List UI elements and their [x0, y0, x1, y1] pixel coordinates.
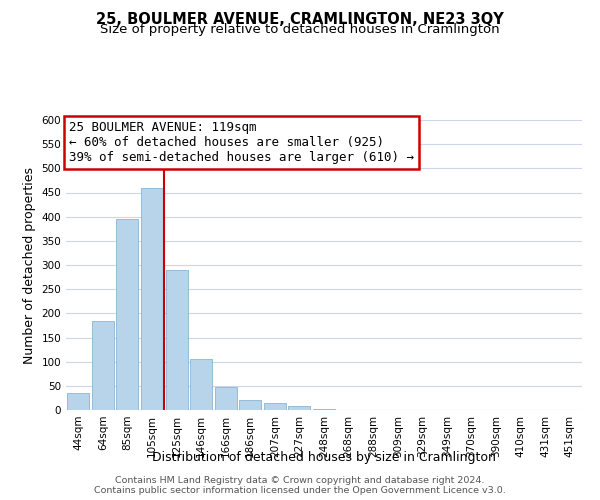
Bar	[92, 320, 114, 410]
Y-axis label: Number of detached properties: Number of detached properties	[23, 166, 36, 364]
Bar	[190, 359, 212, 410]
Bar	[215, 387, 237, 410]
Bar	[141, 188, 163, 410]
Bar	[116, 219, 139, 410]
Text: Contains HM Land Registry data © Crown copyright and database right 2024.
Contai: Contains HM Land Registry data © Crown c…	[94, 476, 506, 495]
Text: Size of property relative to detached houses in Cramlington: Size of property relative to detached ho…	[100, 22, 500, 36]
Text: 25 BOULMER AVENUE: 119sqm
← 60% of detached houses are smaller (925)
39% of semi: 25 BOULMER AVENUE: 119sqm ← 60% of detac…	[68, 122, 413, 164]
Text: Distribution of detached houses by size in Cramlington: Distribution of detached houses by size …	[152, 451, 496, 464]
Text: 25, BOULMER AVENUE, CRAMLINGTON, NE23 3QY: 25, BOULMER AVENUE, CRAMLINGTON, NE23 3Q…	[96, 12, 504, 28]
Bar	[239, 400, 262, 410]
Bar	[313, 409, 335, 410]
Bar	[264, 403, 286, 410]
Bar	[67, 393, 89, 410]
Bar	[166, 270, 188, 410]
Bar	[289, 406, 310, 410]
